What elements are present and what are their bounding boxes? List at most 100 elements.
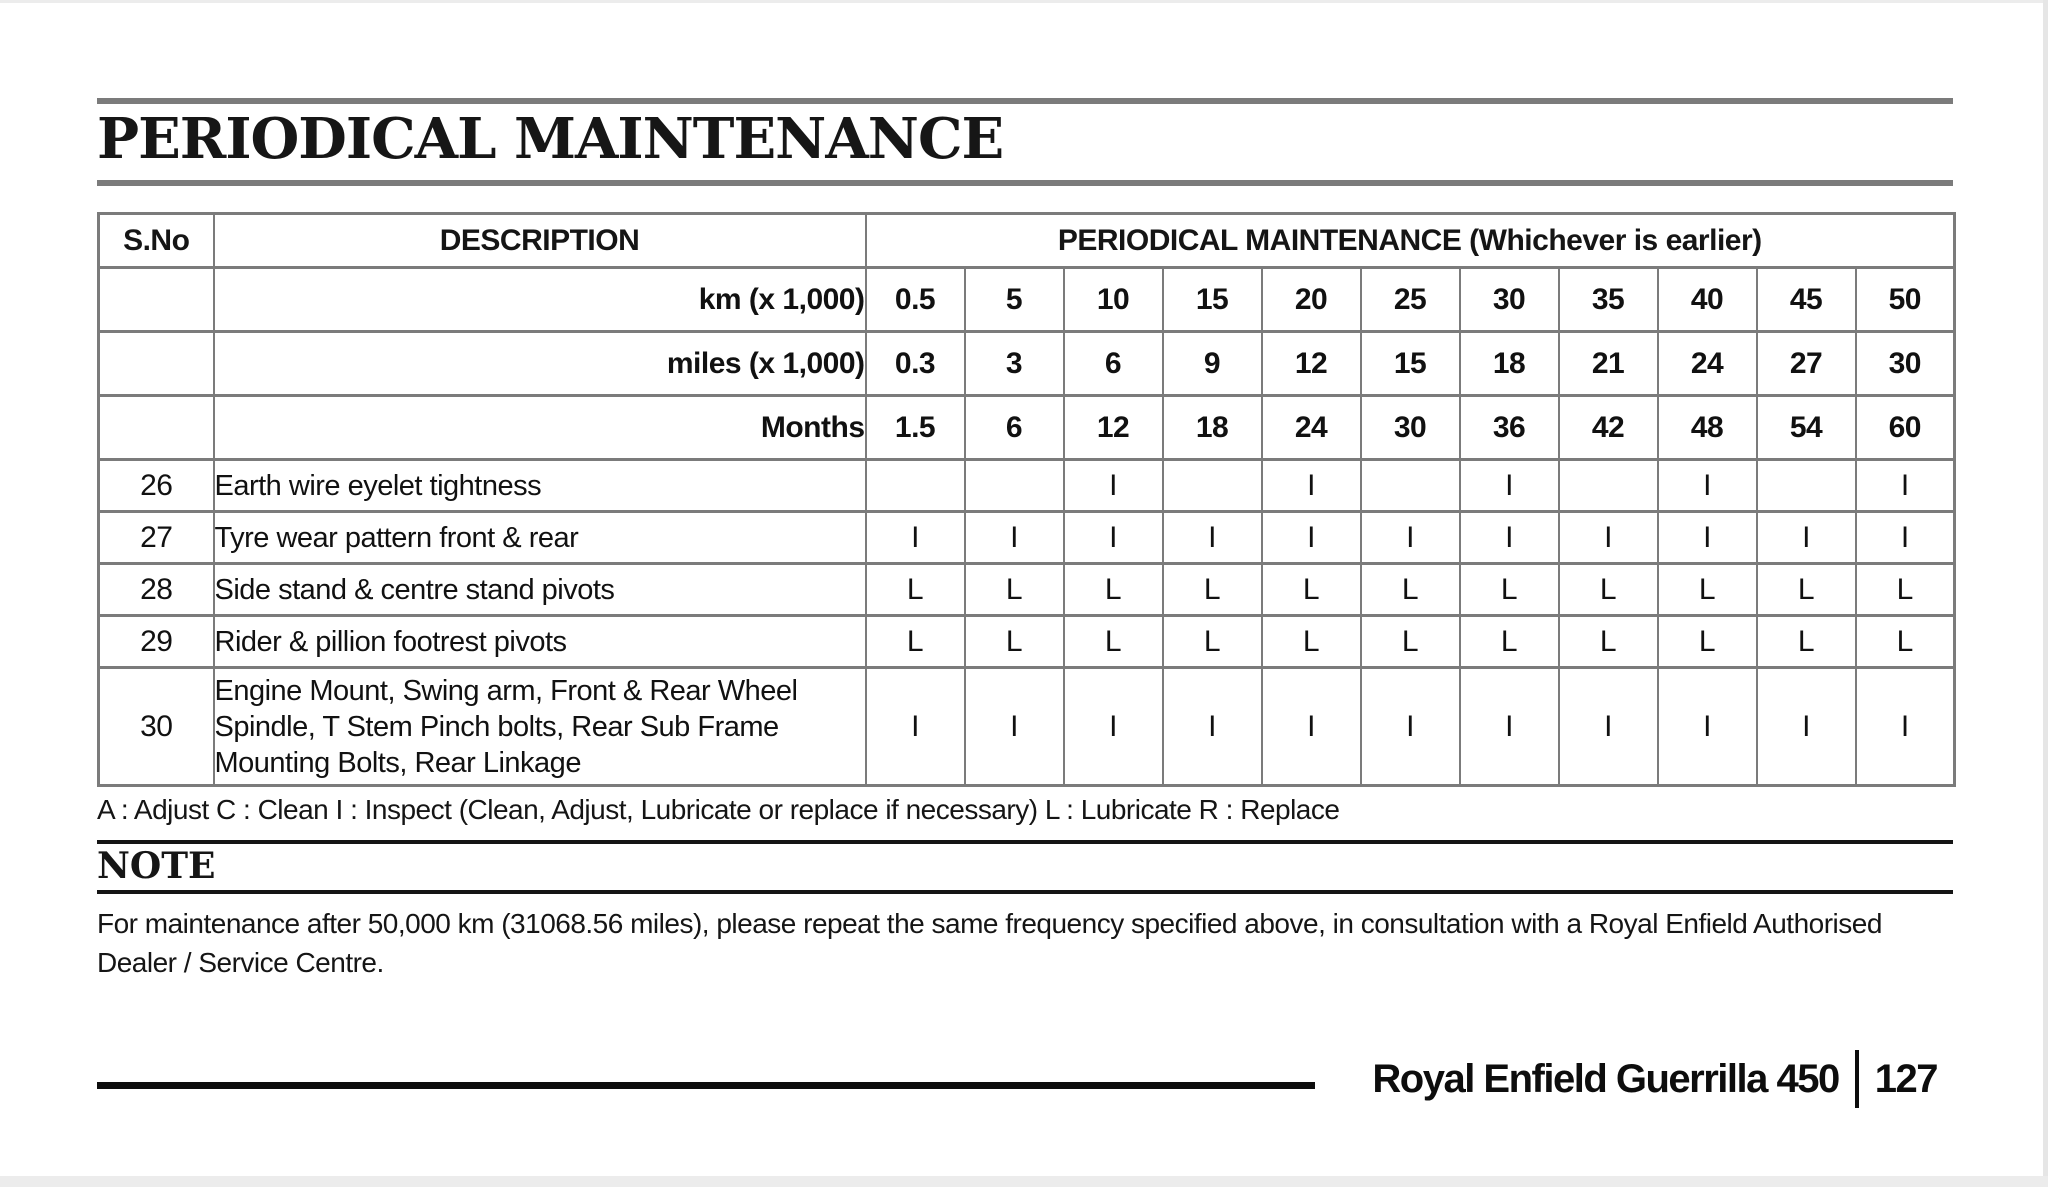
title-rule-bottom (97, 180, 1953, 186)
mark-cell: L (1260, 614, 1362, 669)
miles-value: 15 (1359, 330, 1461, 397)
scan-edge-top (0, 0, 2048, 3)
mark-cell: L (1755, 614, 1857, 669)
mark-cell: L (1062, 562, 1164, 617)
mark-cell (864, 458, 966, 513)
months-value: 12 (1062, 394, 1164, 461)
task-description: Tyre wear pattern front & rear (212, 510, 867, 565)
interval-row-km: km (x 1,000) 0.5 5 10 15 20 25 30 35 40 … (97, 266, 1956, 333)
header-sno: S.No (97, 212, 215, 269)
mark-cell: I (1854, 510, 1956, 565)
km-value: 15 (1161, 266, 1263, 333)
mark-cell: I (1359, 666, 1461, 787)
task-description: Side stand & centre stand pivots (212, 562, 867, 617)
footer-right: Royal Enfield Guerrilla 450 127 (1372, 1050, 1939, 1108)
note-heading-block: NOTE (97, 840, 1953, 894)
mark-cell: L (1062, 614, 1164, 669)
mark-cell: I (1260, 458, 1362, 513)
task-row-29: 29 Rider & pillion footrest pivots L L L… (97, 614, 1956, 669)
empty-sno-cell (97, 266, 215, 333)
mark-cell: L (864, 614, 966, 669)
mark-cell (963, 458, 1065, 513)
miles-value: 6 (1062, 330, 1164, 397)
task-row-30: 30 Engine Mount, Swing arm, Front & Rear… (97, 666, 1956, 787)
manual-page: PERIODICAL MAINTENANCE S.No DESCRIPTION … (97, 0, 1957, 1187)
note-section: NOTE For maintenance after 50,000 km (31… (97, 840, 1953, 982)
months-value: 54 (1755, 394, 1857, 461)
title-rule-top (97, 98, 1953, 104)
mark-cell: I (1854, 666, 1956, 787)
page-title: PERIODICAL MAINTENANCE (97, 106, 1004, 172)
task-sno: 27 (97, 510, 215, 565)
km-value: 35 (1557, 266, 1659, 333)
footer-page-number: 127 (1874, 1056, 1939, 1101)
miles-value: 18 (1458, 330, 1560, 397)
task-description: Rider & pillion footrest pivots (212, 614, 867, 669)
mark-cell: I (1260, 510, 1362, 565)
mark-cell: I (864, 666, 966, 787)
months-value: 6 (963, 394, 1065, 461)
legend-text: A : Adjust C : Clean I : Inspect (Clean,… (97, 794, 1340, 825)
miles-value: 3 (963, 330, 1065, 397)
miles-value: 21 (1557, 330, 1659, 397)
mark-cell: L (1260, 562, 1362, 617)
months-value: 42 (1557, 394, 1659, 461)
mark-cell (1359, 458, 1461, 513)
mark-cell: L (1854, 562, 1956, 617)
mark-cell: I (1062, 510, 1164, 565)
mark-cell: I (963, 666, 1065, 787)
task-description: Earth wire eyelet tightness (212, 458, 867, 513)
note-heading: NOTE (97, 845, 216, 887)
mark-cell: L (1755, 562, 1857, 617)
mark-cell: I (1557, 510, 1659, 565)
months-value: 1.5 (864, 394, 966, 461)
km-value: 45 (1755, 266, 1857, 333)
months-value: 24 (1260, 394, 1362, 461)
mark-cell: I (1854, 458, 1956, 513)
km-value: 0.5 (864, 266, 966, 333)
mark-cell: L (864, 562, 966, 617)
mark-cell: L (1161, 614, 1263, 669)
task-sno: 28 (97, 562, 215, 617)
mark-cell: L (1359, 614, 1461, 669)
miles-value: 24 (1656, 330, 1758, 397)
mark-cell: L (1557, 614, 1659, 669)
empty-sno-cell (97, 330, 215, 397)
mark-cell: I (1458, 510, 1560, 565)
interval-label-miles: miles (x 1,000) (212, 330, 867, 397)
mark-cell: I (1458, 458, 1560, 513)
mark-cell: I (1656, 510, 1758, 565)
mark-cell: L (1458, 562, 1560, 617)
interval-label-months: Months (212, 394, 867, 461)
task-description: Engine Mount, Swing arm, Front & Rear Wh… (212, 666, 867, 787)
km-value: 20 (1260, 266, 1362, 333)
task-sno: 26 (97, 458, 215, 513)
months-value: 30 (1359, 394, 1461, 461)
mark-cell: I (1260, 666, 1362, 787)
mark-cell: I (1656, 666, 1758, 787)
mark-cell: L (1458, 614, 1560, 669)
footer-rule (97, 1082, 1315, 1089)
km-value: 30 (1458, 266, 1560, 333)
miles-value: 12 (1260, 330, 1362, 397)
interval-row-months: Months 1.5 6 12 18 24 30 36 42 48 54 60 (97, 394, 1956, 461)
mark-cell: I (864, 510, 966, 565)
months-value: 48 (1656, 394, 1758, 461)
mark-cell: I (1557, 666, 1659, 787)
miles-value: 27 (1755, 330, 1857, 397)
mark-cell (1557, 458, 1659, 513)
mark-cell: I (1359, 510, 1461, 565)
mark-cell: L (963, 614, 1065, 669)
mark-cell: L (1359, 562, 1461, 617)
task-row-26: 26 Earth wire eyelet tightness I I I I I (97, 458, 1956, 513)
km-value: 5 (963, 266, 1065, 333)
footer-separator-bar (1854, 1050, 1859, 1108)
mark-cell: I (1161, 666, 1263, 787)
miles-value: 30 (1854, 330, 1956, 397)
footer-model-name: Royal Enfield Guerrilla 450 (1372, 1056, 1840, 1101)
mark-cell: L (1854, 614, 1956, 669)
mark-cell: L (963, 562, 1065, 617)
task-row-28: 28 Side stand & centre stand pivots L L … (97, 562, 1956, 617)
table-header-row: S.No DESCRIPTION PERIODICAL MAINTENANCE … (97, 212, 1956, 269)
header-description: DESCRIPTION (212, 212, 867, 269)
